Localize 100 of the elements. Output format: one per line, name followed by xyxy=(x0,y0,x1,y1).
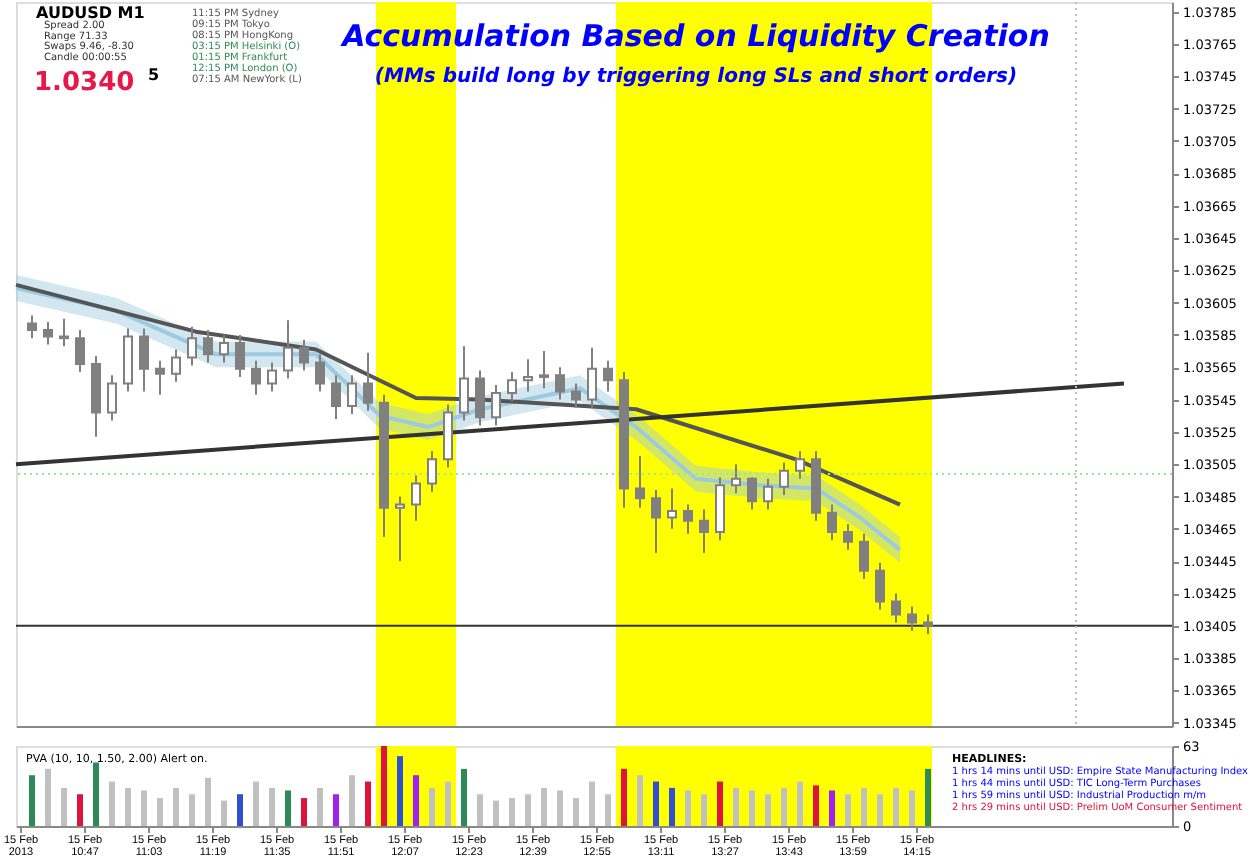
bar xyxy=(477,794,483,826)
bar xyxy=(845,794,851,826)
candlestick xyxy=(587,346,597,409)
bar xyxy=(637,775,643,826)
bar xyxy=(429,787,435,826)
candlestick xyxy=(411,474,421,522)
candlestick xyxy=(523,358,533,393)
candlestick xyxy=(779,461,789,496)
bar xyxy=(333,794,339,826)
candlestick xyxy=(731,463,741,495)
bar xyxy=(509,798,515,826)
candlestick xyxy=(27,314,37,340)
candlestick xyxy=(459,345,469,422)
candlestick xyxy=(683,503,693,535)
candlestick xyxy=(347,374,357,416)
candlestick xyxy=(795,450,805,480)
bar xyxy=(765,794,771,826)
candlestick xyxy=(43,320,53,346)
candlestick xyxy=(859,532,869,580)
annotation: 5 xyxy=(148,66,160,84)
bar xyxy=(365,781,371,826)
candlestick xyxy=(155,359,165,396)
candlestick xyxy=(923,613,933,635)
candlestick xyxy=(571,382,581,409)
bar xyxy=(557,790,563,826)
bar xyxy=(781,787,787,826)
candlestick xyxy=(123,327,133,393)
bar xyxy=(413,775,419,826)
bar xyxy=(349,775,355,826)
candlestick xyxy=(171,348,181,383)
bar xyxy=(893,787,899,826)
bar xyxy=(381,746,387,826)
candlestick xyxy=(139,327,149,393)
candlestick xyxy=(875,561,885,611)
annotation: 1.0340 xyxy=(34,68,135,98)
candlestick xyxy=(187,325,197,367)
bar xyxy=(61,787,67,826)
bar xyxy=(397,756,403,826)
candlestick xyxy=(747,476,757,511)
bar xyxy=(221,800,227,826)
candlestick xyxy=(299,338,309,372)
candlestick xyxy=(491,384,501,427)
candlestick xyxy=(907,605,917,632)
candlestick xyxy=(715,476,725,542)
bar xyxy=(141,790,147,826)
bar xyxy=(573,798,579,826)
candlestick xyxy=(443,403,453,469)
candlestick xyxy=(427,450,437,493)
candlestick xyxy=(603,359,613,393)
candlestick xyxy=(555,366,565,401)
candlestick xyxy=(539,350,549,390)
bar xyxy=(813,785,819,826)
bar xyxy=(301,798,307,826)
candlestick xyxy=(843,522,853,551)
bar xyxy=(925,768,931,826)
bar xyxy=(445,781,451,826)
candlestick xyxy=(507,371,517,403)
bar xyxy=(877,794,883,826)
bar xyxy=(189,794,195,826)
candlestick xyxy=(651,489,661,555)
candlestick xyxy=(395,495,405,563)
bar xyxy=(717,781,723,826)
candlestick xyxy=(75,329,85,374)
candlestick xyxy=(475,369,485,427)
candlestick xyxy=(891,592,901,624)
candlestick xyxy=(763,477,773,511)
candlestick xyxy=(219,333,229,364)
bar xyxy=(829,790,835,826)
bar xyxy=(317,787,323,826)
candlestick xyxy=(267,361,277,393)
bar xyxy=(205,777,211,826)
bar xyxy=(29,775,35,826)
bar xyxy=(493,800,499,826)
candlestick xyxy=(315,353,325,393)
bar xyxy=(269,787,275,826)
bar xyxy=(733,787,739,826)
candlestick xyxy=(107,374,117,422)
bar xyxy=(669,787,675,826)
bar xyxy=(621,768,627,826)
line-series xyxy=(14,282,902,507)
candlestick xyxy=(235,333,245,378)
bar xyxy=(461,768,467,826)
candlestick xyxy=(827,503,837,542)
bar xyxy=(125,787,131,826)
candlestick xyxy=(59,317,69,348)
bar xyxy=(749,790,755,826)
bar xyxy=(685,790,691,826)
bar xyxy=(605,794,611,826)
candlestick xyxy=(331,374,341,420)
bar xyxy=(93,762,99,826)
bar xyxy=(285,790,291,826)
bar xyxy=(589,781,595,826)
candlestick xyxy=(667,487,677,530)
candlestick xyxy=(251,359,261,396)
bar xyxy=(861,787,867,826)
candlestick xyxy=(699,508,709,555)
bar xyxy=(45,768,51,826)
bar xyxy=(77,794,83,826)
bar xyxy=(541,787,547,826)
bar xyxy=(525,794,531,826)
